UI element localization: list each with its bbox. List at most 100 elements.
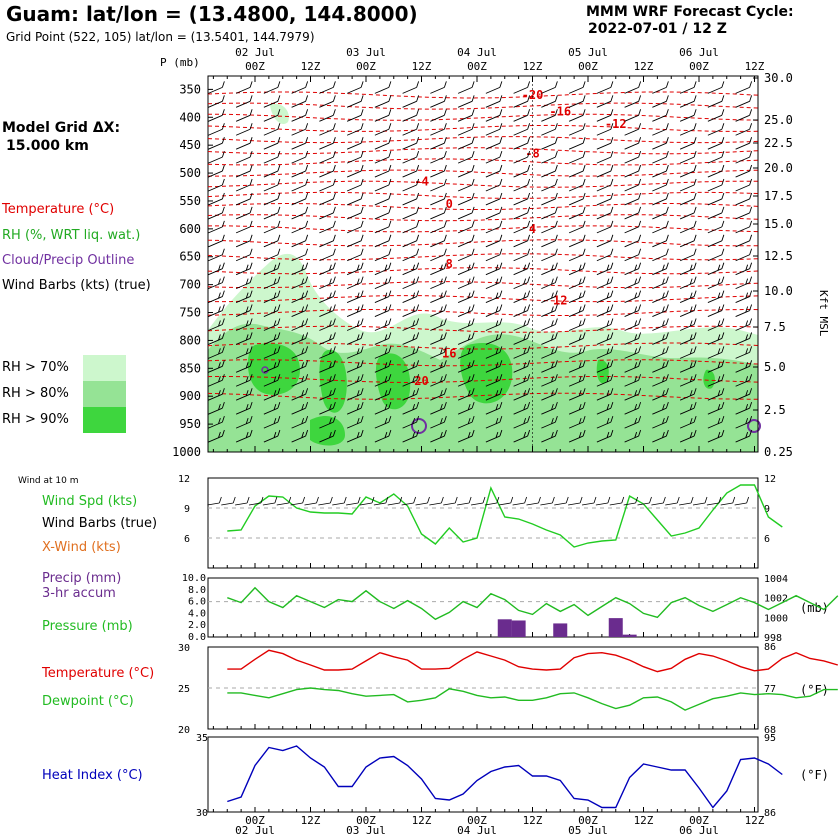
wind-barb bbox=[624, 109, 642, 122]
rh-fill-region bbox=[270, 103, 289, 125]
wind-barb bbox=[374, 164, 392, 178]
wind-barb bbox=[485, 220, 503, 234]
wind-barb bbox=[596, 220, 614, 234]
wind-barb bbox=[291, 95, 309, 108]
wind-barb-10m bbox=[706, 496, 722, 506]
wind-barb-10m bbox=[207, 496, 222, 506]
wind-barb bbox=[319, 402, 336, 415]
wind-barb bbox=[596, 150, 614, 164]
wind-barb bbox=[485, 276, 503, 290]
height-axis-label: Kft MSL bbox=[817, 290, 830, 337]
height-tick-label: 25.0 bbox=[764, 113, 793, 127]
pressure-tick-label: 450 bbox=[179, 138, 201, 152]
wind-barb bbox=[346, 178, 364, 192]
wind-barb bbox=[208, 150, 225, 164]
wind-barb bbox=[652, 81, 669, 94]
wind-barb bbox=[707, 360, 725, 373]
wind-barb bbox=[568, 164, 586, 178]
wind-barb bbox=[541, 374, 558, 387]
hour-label-bottom: 12Z bbox=[523, 814, 543, 827]
wind-barb bbox=[596, 290, 614, 304]
wind-barb bbox=[513, 360, 531, 373]
wind-barb-10m bbox=[470, 496, 486, 506]
precip-bar bbox=[608, 618, 623, 637]
temperature-contour bbox=[207, 102, 759, 110]
heat-y-tick: 30 bbox=[196, 808, 208, 819]
wind-barb bbox=[319, 234, 336, 248]
wind-barb bbox=[430, 248, 447, 262]
height-tick-label: 20.0 bbox=[764, 161, 793, 175]
wind-barb bbox=[679, 262, 697, 276]
wind-barb bbox=[541, 178, 558, 192]
wind-barb bbox=[263, 374, 281, 387]
wind-barb bbox=[263, 220, 281, 234]
wind-barb bbox=[652, 346, 669, 359]
wind-barb bbox=[319, 178, 336, 192]
wind-barb bbox=[374, 415, 392, 429]
wind-barb bbox=[513, 402, 531, 415]
wind-barb bbox=[291, 192, 309, 206]
panel-frame bbox=[207, 577, 759, 638]
wind-barb bbox=[402, 109, 420, 122]
wind-barb bbox=[513, 123, 531, 136]
hour-label-top: 00Z bbox=[245, 60, 265, 73]
wind-barb bbox=[541, 109, 558, 122]
wind-barb bbox=[457, 123, 475, 136]
wind-barb bbox=[679, 415, 697, 429]
wind-barb bbox=[679, 220, 697, 234]
precip-y-tick: 0.0 bbox=[188, 632, 206, 643]
wind-barb bbox=[707, 388, 725, 401]
wind-barb bbox=[596, 304, 614, 317]
wind-barb bbox=[457, 164, 475, 178]
wind-barb bbox=[735, 81, 753, 94]
wind-barb bbox=[596, 318, 614, 331]
wind-barb-10m bbox=[387, 496, 403, 506]
wind-barb bbox=[568, 388, 586, 401]
wind-barb bbox=[346, 388, 364, 401]
wind-barb bbox=[707, 290, 725, 304]
wind-barb bbox=[624, 360, 642, 373]
temperature-contour-label: -12 bbox=[605, 117, 627, 131]
temperature-contour bbox=[208, 113, 759, 121]
wind-barb bbox=[624, 95, 642, 108]
wind-barb bbox=[541, 81, 558, 94]
temperature-contour bbox=[207, 267, 759, 275]
pressure-tick-label: 950 bbox=[179, 417, 201, 431]
wind-barb bbox=[596, 123, 614, 136]
wind-barb bbox=[319, 415, 336, 429]
wind-barb-10m bbox=[429, 496, 444, 506]
wind-barb bbox=[208, 388, 225, 401]
wind-barb bbox=[485, 234, 503, 248]
wind-barb bbox=[208, 318, 225, 331]
wind-barb bbox=[624, 388, 642, 401]
wind-barb bbox=[541, 164, 558, 178]
wind-barb bbox=[235, 290, 253, 304]
wind-barb bbox=[679, 346, 697, 359]
wind-barb bbox=[402, 206, 420, 220]
wind-barb bbox=[374, 81, 392, 94]
wind-barb bbox=[485, 206, 503, 220]
wind-barb bbox=[208, 81, 225, 94]
wind-barb bbox=[374, 276, 392, 290]
wind-barb bbox=[457, 248, 475, 262]
wind-barb bbox=[457, 81, 475, 94]
temperature-contour bbox=[207, 214, 759, 222]
wind-barb bbox=[679, 374, 697, 387]
temperature-contour bbox=[207, 180, 759, 188]
wind-barb bbox=[235, 429, 253, 443]
wind-barb bbox=[624, 206, 642, 220]
temperature-contour bbox=[207, 191, 759, 199]
wind-barb bbox=[291, 276, 309, 290]
temperature-contour bbox=[207, 91, 759, 99]
pressure-tick-label: 750 bbox=[179, 306, 201, 320]
legend-heat-index: Heat Index (°C) bbox=[42, 768, 143, 783]
wind-barb bbox=[679, 234, 697, 248]
pressure-tick-label: 350 bbox=[179, 82, 201, 96]
legend-wind-speed: Wind Spd (kts) bbox=[42, 494, 138, 509]
temp-y-tick: 25 bbox=[178, 684, 190, 695]
wind-barb bbox=[624, 178, 642, 192]
wind-barb bbox=[208, 262, 225, 276]
wind-barb bbox=[513, 415, 531, 429]
wind-barb bbox=[707, 374, 725, 387]
temperature-contour-label: 8 bbox=[446, 257, 453, 271]
